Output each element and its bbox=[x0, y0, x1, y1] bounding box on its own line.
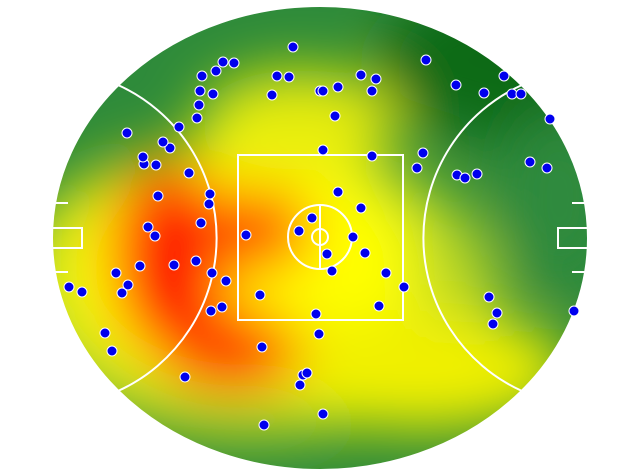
point bbox=[491, 307, 503, 319]
point bbox=[157, 136, 169, 148]
field-lines bbox=[51, 5, 589, 471]
point bbox=[271, 70, 283, 82]
point bbox=[216, 301, 228, 313]
point bbox=[152, 190, 164, 202]
point bbox=[122, 279, 134, 291]
point bbox=[498, 70, 510, 82]
point bbox=[478, 87, 490, 99]
point bbox=[149, 230, 161, 242]
point bbox=[287, 41, 299, 53]
point bbox=[411, 162, 423, 174]
point bbox=[183, 167, 195, 179]
point bbox=[110, 267, 122, 279]
point bbox=[483, 291, 495, 303]
point bbox=[137, 151, 149, 163]
point bbox=[355, 202, 367, 214]
point bbox=[217, 56, 229, 68]
point bbox=[203, 198, 215, 210]
point bbox=[150, 159, 162, 171]
point bbox=[317, 408, 329, 420]
point bbox=[471, 168, 483, 180]
point bbox=[204, 188, 216, 200]
point bbox=[164, 142, 176, 154]
point bbox=[193, 99, 205, 111]
point bbox=[366, 150, 378, 162]
point bbox=[317, 144, 329, 156]
point bbox=[134, 260, 146, 272]
point bbox=[205, 305, 217, 317]
point bbox=[373, 300, 385, 312]
point bbox=[254, 289, 266, 301]
point bbox=[179, 371, 191, 383]
point bbox=[301, 367, 313, 379]
point bbox=[417, 147, 429, 159]
point bbox=[420, 54, 432, 66]
point bbox=[258, 419, 270, 431]
point bbox=[116, 287, 128, 299]
point bbox=[370, 73, 382, 85]
point bbox=[266, 89, 278, 101]
point bbox=[207, 88, 219, 100]
point bbox=[355, 69, 367, 81]
point bbox=[121, 127, 133, 139]
point bbox=[541, 162, 553, 174]
point bbox=[321, 248, 333, 260]
point bbox=[191, 112, 203, 124]
point bbox=[206, 267, 218, 279]
point bbox=[326, 265, 338, 277]
point bbox=[256, 341, 268, 353]
point bbox=[459, 172, 471, 184]
point bbox=[366, 85, 378, 97]
point bbox=[306, 212, 318, 224]
point bbox=[310, 308, 322, 320]
point bbox=[329, 110, 341, 122]
point bbox=[240, 229, 252, 241]
point bbox=[196, 70, 208, 82]
point bbox=[76, 286, 88, 298]
point bbox=[359, 247, 371, 259]
point bbox=[317, 85, 329, 97]
point bbox=[283, 71, 295, 83]
point bbox=[168, 259, 180, 271]
point bbox=[544, 113, 556, 125]
point bbox=[524, 156, 536, 168]
point bbox=[190, 255, 202, 267]
point bbox=[63, 281, 75, 293]
point bbox=[568, 305, 580, 317]
point bbox=[293, 225, 305, 237]
point bbox=[398, 281, 410, 293]
point bbox=[228, 57, 240, 69]
point bbox=[106, 345, 118, 357]
point bbox=[332, 186, 344, 198]
point bbox=[294, 379, 306, 391]
point bbox=[195, 217, 207, 229]
point bbox=[210, 65, 222, 77]
point bbox=[99, 327, 111, 339]
point bbox=[332, 81, 344, 93]
point bbox=[142, 221, 154, 233]
points bbox=[63, 41, 580, 431]
point bbox=[347, 231, 359, 243]
point bbox=[313, 328, 325, 340]
point bbox=[220, 275, 232, 287]
point bbox=[515, 88, 527, 100]
point bbox=[487, 318, 499, 330]
point bbox=[380, 267, 392, 279]
point bbox=[173, 121, 185, 133]
point bbox=[450, 79, 462, 91]
point bbox=[194, 85, 206, 97]
